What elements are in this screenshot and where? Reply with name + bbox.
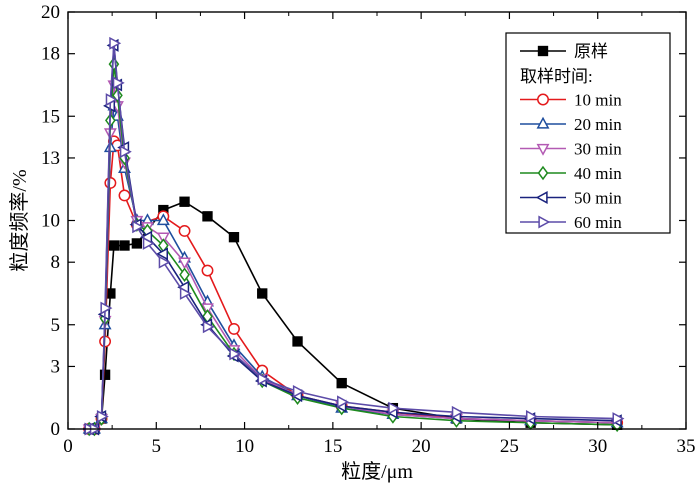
legend-label-4: 40 min xyxy=(574,164,622,183)
y-tick-label-4: 10 xyxy=(41,211,60,232)
series-line-0 xyxy=(89,200,618,430)
legend-marker-2 xyxy=(536,116,550,129)
y-tick-label-3: 8 xyxy=(51,252,61,273)
x-tick-label-7: 35 xyxy=(677,436,696,457)
series-0-point-14 xyxy=(336,377,347,389)
series-4-point-11 xyxy=(179,267,190,282)
series-6-point-13 xyxy=(229,347,242,361)
y-tick-label-7: 18 xyxy=(41,44,60,65)
legend-label-0: 原样 xyxy=(574,42,608,61)
series-6-point-17 xyxy=(388,401,401,415)
series-3-point-10 xyxy=(156,232,170,245)
series-1-point-12 xyxy=(228,322,240,335)
series-6-point-9 xyxy=(142,236,155,250)
legend-label-5: 50 min xyxy=(574,189,622,208)
series-6-point-4 xyxy=(105,93,118,107)
series-6-point-10 xyxy=(158,255,171,269)
series-6-point-18 xyxy=(451,405,464,419)
y-tick-label-1: 3 xyxy=(51,356,61,377)
series-6-point-6 xyxy=(112,76,125,90)
series-6-point-7 xyxy=(119,145,132,159)
legend-marker-3 xyxy=(536,143,550,156)
x-axis-label: 粒度/μm xyxy=(341,460,413,483)
series-0-point-7 xyxy=(131,238,143,249)
series-3-point-12 xyxy=(201,303,214,316)
legend-marker-6 xyxy=(538,215,551,229)
series-3-point-11 xyxy=(178,257,191,270)
series-layer xyxy=(81,36,625,437)
x-tick-label-0: 0 xyxy=(63,436,73,457)
legend-label-3: 30 min xyxy=(574,140,622,159)
series-6-point-11 xyxy=(179,287,192,300)
x-tick-label-1: 5 xyxy=(152,436,162,457)
legend-heading: 取样时间: xyxy=(520,67,593,86)
legend-marker-4 xyxy=(537,165,549,181)
series-0-point-9 xyxy=(179,196,190,207)
x-tick-label-2: 10 xyxy=(235,436,254,457)
y-tick-label-0: 0 xyxy=(51,419,61,440)
y-tick-label-6: 15 xyxy=(41,106,60,127)
x-tick-label-5: 25 xyxy=(500,436,519,457)
series-6-point-20 xyxy=(612,412,625,426)
series-0-point-6 xyxy=(119,240,130,251)
series-1-point-7 xyxy=(118,189,131,202)
series-1-point-10 xyxy=(178,224,191,237)
series-6-point-8 xyxy=(132,220,145,234)
legend-label-6: 60 min xyxy=(574,213,622,232)
series-0-point-11 xyxy=(228,232,240,243)
series-1-point-11 xyxy=(201,264,214,277)
legend-marker-5 xyxy=(535,191,548,204)
y-axis-label: 粒度频率/% xyxy=(8,169,31,271)
series-0-point-13 xyxy=(292,336,303,347)
legend-label-2: 20 min xyxy=(574,115,622,134)
legend-marker-1 xyxy=(537,93,549,106)
series-6-point-12 xyxy=(202,320,215,334)
y-tick-label-8: 20 xyxy=(41,2,60,23)
series-4-point-5 xyxy=(108,56,120,72)
series-2-point-10 xyxy=(156,213,170,226)
series-0-point-3 xyxy=(99,369,111,380)
legend-marker-0 xyxy=(537,45,549,57)
x-tick-label-6: 30 xyxy=(588,436,607,457)
series-0-point-12 xyxy=(257,288,268,299)
series-6-point-2 xyxy=(96,410,109,423)
y-tick-label-2: 5 xyxy=(51,315,61,336)
series-0-point-5 xyxy=(108,240,120,251)
legend-label-1: 10 min xyxy=(574,91,622,110)
series-6-point-5 xyxy=(109,36,122,50)
series-6-point-14 xyxy=(257,372,270,386)
series-6 xyxy=(84,36,625,436)
x-tick-label-4: 20 xyxy=(412,436,431,457)
series-1-point-4 xyxy=(104,177,117,189)
series-6-point-16 xyxy=(337,395,349,409)
y-tick-label-5: 13 xyxy=(41,148,60,169)
series-6-point-3 xyxy=(100,301,113,315)
series-5-point-10 xyxy=(156,247,168,261)
legend-box xyxy=(505,32,671,234)
series-6-point-19 xyxy=(525,410,538,423)
series-6-point-15 xyxy=(292,385,305,398)
series-0-point-10 xyxy=(202,211,213,222)
x-tick-label-3: 15 xyxy=(323,436,342,457)
